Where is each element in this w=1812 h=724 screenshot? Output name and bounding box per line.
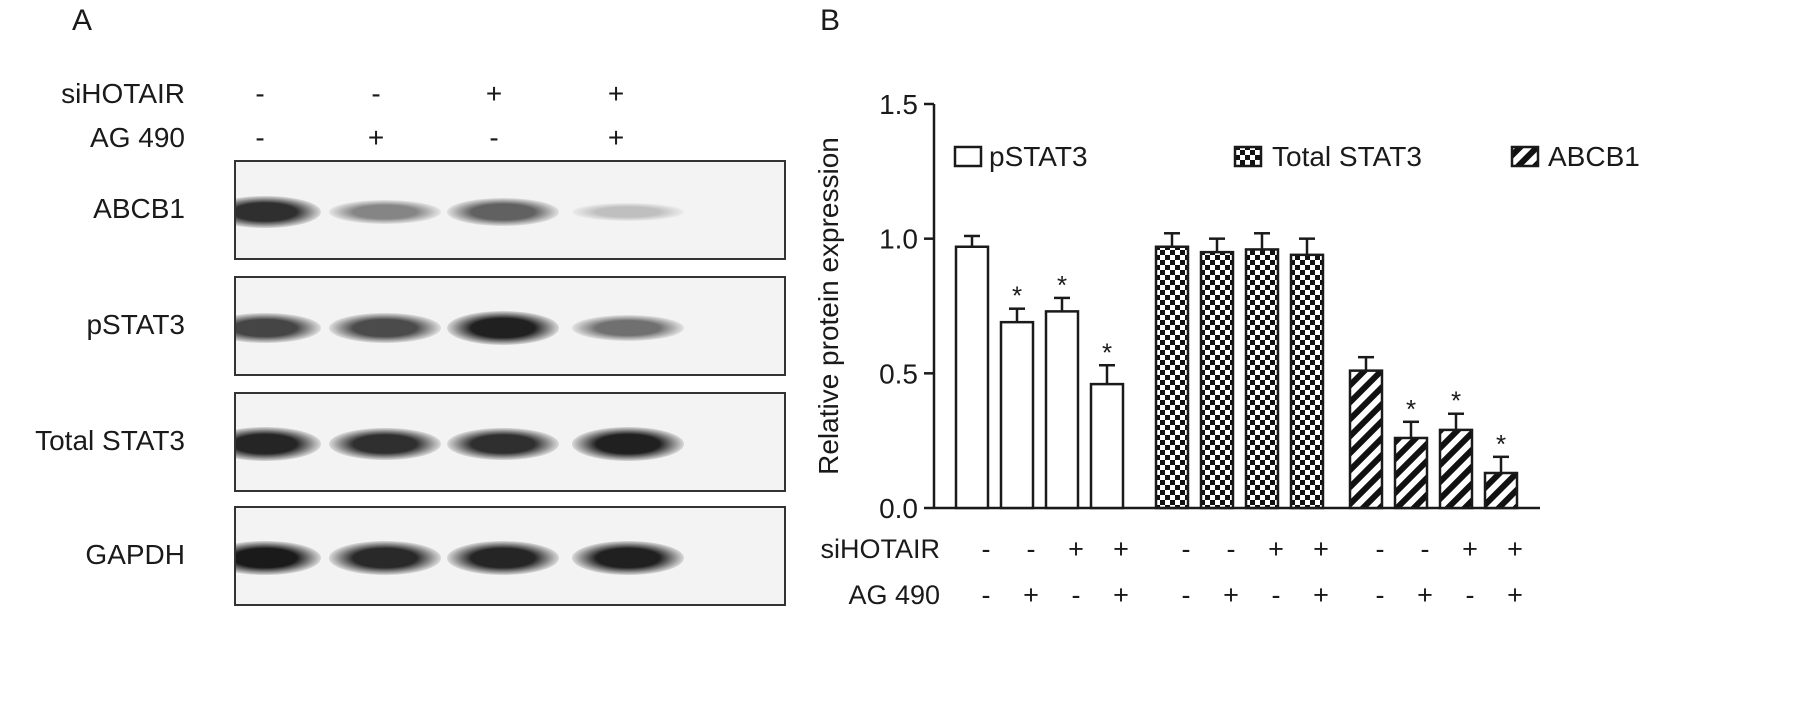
significance-marker: * bbox=[1451, 386, 1461, 416]
blot-band bbox=[329, 541, 441, 575]
condition-sign: - bbox=[1421, 534, 1430, 564]
condition-label-0: siHOTAIR bbox=[61, 78, 185, 109]
condition-sign: + bbox=[1023, 580, 1039, 610]
condition-sign: + bbox=[1313, 534, 1329, 564]
condition-sign: + bbox=[1507, 534, 1523, 564]
blot-label-1: pSTAT3 bbox=[86, 309, 185, 340]
panel-a-letter: A bbox=[72, 4, 93, 37]
bar-abcb1 bbox=[1438, 428, 1474, 510]
blot-label-3: GAPDH bbox=[85, 539, 185, 570]
condition-sign: - bbox=[1182, 580, 1191, 610]
legend-label: pSTAT3 bbox=[989, 141, 1088, 172]
condition-sign: - bbox=[255, 78, 265, 109]
y-axis-label: Relative protein expression bbox=[813, 137, 844, 475]
bar-pstat3 bbox=[1044, 310, 1080, 510]
bar-total-stat3 bbox=[1154, 245, 1190, 510]
legend-swatch-pstat3 bbox=[953, 145, 983, 168]
condition-sign: + bbox=[1507, 580, 1523, 610]
condition-sign: - bbox=[1227, 534, 1236, 564]
condition-sign: + bbox=[1113, 580, 1129, 610]
condition-sign: - bbox=[1272, 580, 1281, 610]
bar-pstat3 bbox=[954, 245, 990, 510]
condition-sign: + bbox=[1268, 534, 1284, 564]
blot-band bbox=[572, 426, 684, 462]
y-tick-label: 0.0 bbox=[879, 493, 918, 524]
condition-sign: + bbox=[1462, 534, 1478, 564]
condition-sign: - bbox=[982, 580, 991, 610]
condition-sign: + bbox=[1417, 580, 1433, 610]
panel-b-letter: B bbox=[820, 4, 841, 37]
blot-band bbox=[572, 540, 684, 576]
condition-sign: + bbox=[1068, 534, 1084, 564]
bar-total-stat3 bbox=[1199, 250, 1235, 510]
blot-label-2: Total STAT3 bbox=[35, 425, 185, 456]
blot-band bbox=[447, 198, 559, 226]
bar-total-stat3 bbox=[1244, 248, 1280, 510]
condition-sign: + bbox=[1313, 580, 1329, 610]
condition-sign: - bbox=[255, 122, 265, 153]
condition-row-label: AG 490 bbox=[848, 580, 940, 610]
blot-band bbox=[572, 314, 684, 342]
y-tick-label: 1.0 bbox=[879, 224, 918, 255]
significance-marker: * bbox=[1496, 429, 1506, 459]
condition-label-1: AG 490 bbox=[90, 122, 185, 153]
bar-pstat3 bbox=[1089, 382, 1125, 510]
blot-band bbox=[236, 427, 321, 461]
blot-label-0: ABCB1 bbox=[93, 193, 185, 224]
condition-sign: - bbox=[1376, 534, 1385, 564]
legend-swatch-abcb1 bbox=[1510, 145, 1540, 168]
blot-band bbox=[572, 203, 684, 221]
blot-band bbox=[329, 427, 441, 461]
blot-abcb1 bbox=[234, 160, 786, 260]
condition-sign: - bbox=[982, 534, 991, 564]
condition-sign: - bbox=[1072, 580, 1081, 610]
y-tick-label: 0.5 bbox=[879, 358, 918, 389]
condition-sign: - bbox=[489, 122, 499, 153]
condition-sign: - bbox=[1027, 534, 1036, 564]
condition-sign: - bbox=[371, 78, 381, 109]
legend-label: Total STAT3 bbox=[1272, 141, 1422, 172]
blot-band bbox=[447, 427, 559, 461]
bar-abcb1 bbox=[1483, 471, 1519, 510]
blot-pstat3 bbox=[234, 276, 786, 376]
legend-swatch-total-stat3 bbox=[1233, 145, 1263, 168]
condition-sign: + bbox=[485, 78, 503, 109]
significance-marker: * bbox=[1102, 337, 1112, 367]
bar-abcb1 bbox=[1393, 436, 1429, 510]
blot-band bbox=[447, 310, 559, 346]
blot-gapdh bbox=[234, 506, 786, 606]
blot-band bbox=[447, 541, 559, 575]
significance-marker: * bbox=[1057, 270, 1067, 300]
condition-sign: + bbox=[367, 122, 385, 153]
bar-abcb1 bbox=[1348, 369, 1384, 510]
blot-total-stat3 bbox=[234, 392, 786, 492]
condition-sign: + bbox=[607, 122, 625, 153]
condition-sign: + bbox=[607, 78, 625, 109]
condition-row-label: siHOTAIR bbox=[821, 534, 941, 564]
bar-total-stat3 bbox=[1289, 253, 1325, 510]
blot-band bbox=[329, 200, 441, 224]
condition-sign: - bbox=[1466, 580, 1475, 610]
significance-marker: * bbox=[1012, 281, 1022, 311]
condition-sign: - bbox=[1376, 580, 1385, 610]
condition-sign: - bbox=[1182, 534, 1191, 564]
significance-marker: * bbox=[1406, 394, 1416, 424]
bar-pstat3 bbox=[999, 320, 1035, 510]
condition-sign: + bbox=[1113, 534, 1129, 564]
y-tick-label: 1.5 bbox=[879, 89, 918, 120]
blot-band bbox=[329, 313, 441, 343]
legend-label: ABCB1 bbox=[1548, 141, 1640, 172]
condition-sign: + bbox=[1223, 580, 1239, 610]
